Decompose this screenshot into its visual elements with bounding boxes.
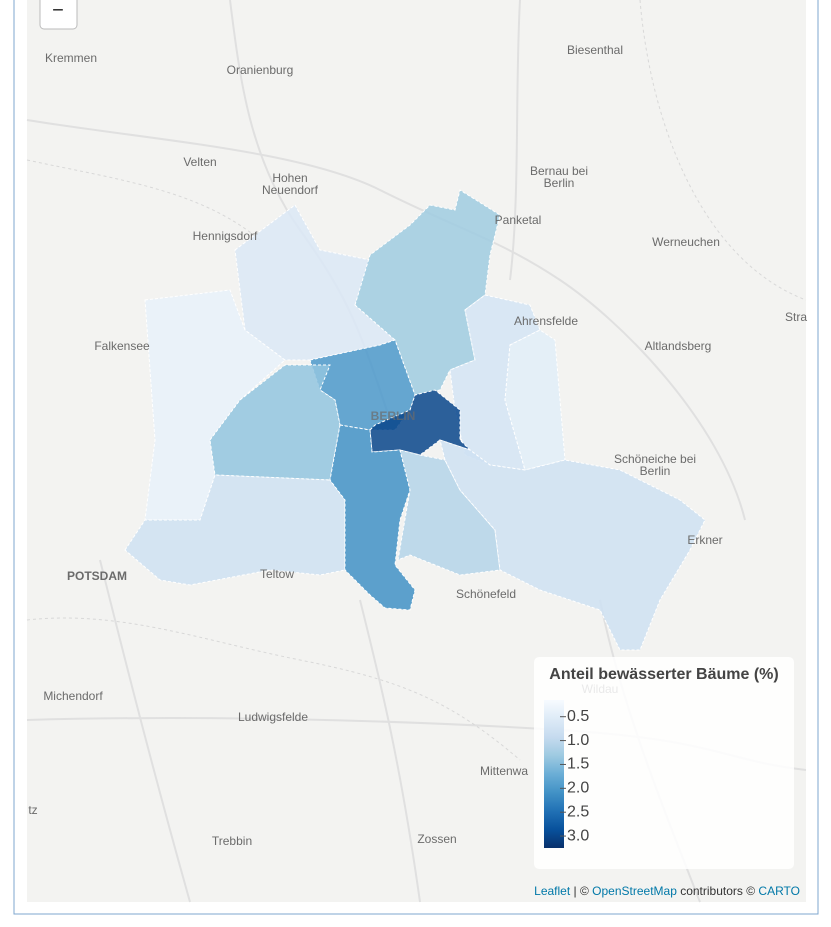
place-label: BERLIN	[371, 409, 416, 423]
district	[124, 474, 346, 586]
place-label: Bernau bei	[530, 164, 588, 178]
place-label: Schöneiche bei	[614, 452, 696, 466]
legend-ticks: 0.5 1.0 1.5 2.0 2.5 3.0	[560, 708, 589, 844]
district	[234, 204, 396, 361]
place-label: tz	[28, 803, 37, 817]
legend-tick-label: 3.0	[567, 827, 589, 844]
district	[329, 424, 416, 611]
place-label: Panketal	[495, 213, 542, 227]
place-label: Erkner	[687, 533, 722, 547]
place-label: Ludwigsfelde	[238, 710, 308, 724]
legend-tick-label: 1.0	[567, 732, 589, 749]
attribution-sep: | ©	[570, 884, 592, 898]
place-label: Teltow	[260, 567, 294, 581]
zoom-out-label[interactable]: −	[52, 0, 64, 21]
place-label: Berlin	[544, 176, 575, 190]
district	[449, 294, 541, 471]
legend-title: Anteil bewässerter Bäume (%)	[549, 666, 778, 683]
place-label: Biesenthal	[567, 43, 623, 57]
legend-tick-label: 1.5	[567, 756, 589, 773]
place-label: Velten	[183, 155, 216, 169]
district	[144, 289, 286, 521]
district	[369, 389, 471, 456]
place-label: Altlandsberg	[645, 339, 712, 353]
place-label: Zossen	[417, 832, 456, 846]
district	[504, 329, 566, 471]
attribution-text: contributors ©	[677, 884, 759, 898]
place-label: Oranienburg	[227, 63, 294, 77]
place-labels: Kremmen Oranienburg Biesenthal Velten HohenN…	[28, 43, 807, 848]
place-label: Werneuchen	[652, 235, 720, 249]
legend-tick-label: 0.5	[567, 708, 589, 725]
legend-tick-label: 2.5	[567, 803, 589, 820]
zoom-out-button[interactable]	[39, 0, 78, 30]
place-label: Neuendorf	[262, 183, 319, 197]
district	[439, 439, 706, 651]
legend-tick-label: 2.0	[567, 780, 589, 797]
place-label: Hohen	[272, 171, 307, 185]
place-label: Mittenwa	[480, 764, 528, 778]
place-label: Michendorf	[43, 689, 103, 703]
place-label: Stra	[785, 310, 807, 324]
place-label: Ahrensfelde	[514, 314, 578, 328]
district	[397, 449, 501, 576]
attribution-osm[interactable]: OpenStreetMap	[592, 884, 677, 898]
place-label: Falkensee	[94, 339, 150, 353]
attribution: Leaflet | © OpenStreetMap contributors ©…	[534, 884, 800, 898]
place-label: Schönefeld	[456, 587, 516, 601]
attribution-leaflet[interactable]: Leaflet	[534, 884, 571, 898]
legend-colorbar	[544, 700, 564, 848]
place-label: Berlin	[640, 464, 671, 478]
place-label: POTSDAM	[67, 569, 127, 583]
place-label: Hennigsdorf	[193, 229, 258, 243]
place-label: Trebbin	[212, 834, 252, 848]
legend-box	[534, 657, 794, 869]
districts	[124, 189, 706, 651]
place-label: Kremmen	[45, 51, 97, 65]
attribution-carto[interactable]: CARTO	[758, 884, 800, 898]
district	[354, 189, 501, 396]
